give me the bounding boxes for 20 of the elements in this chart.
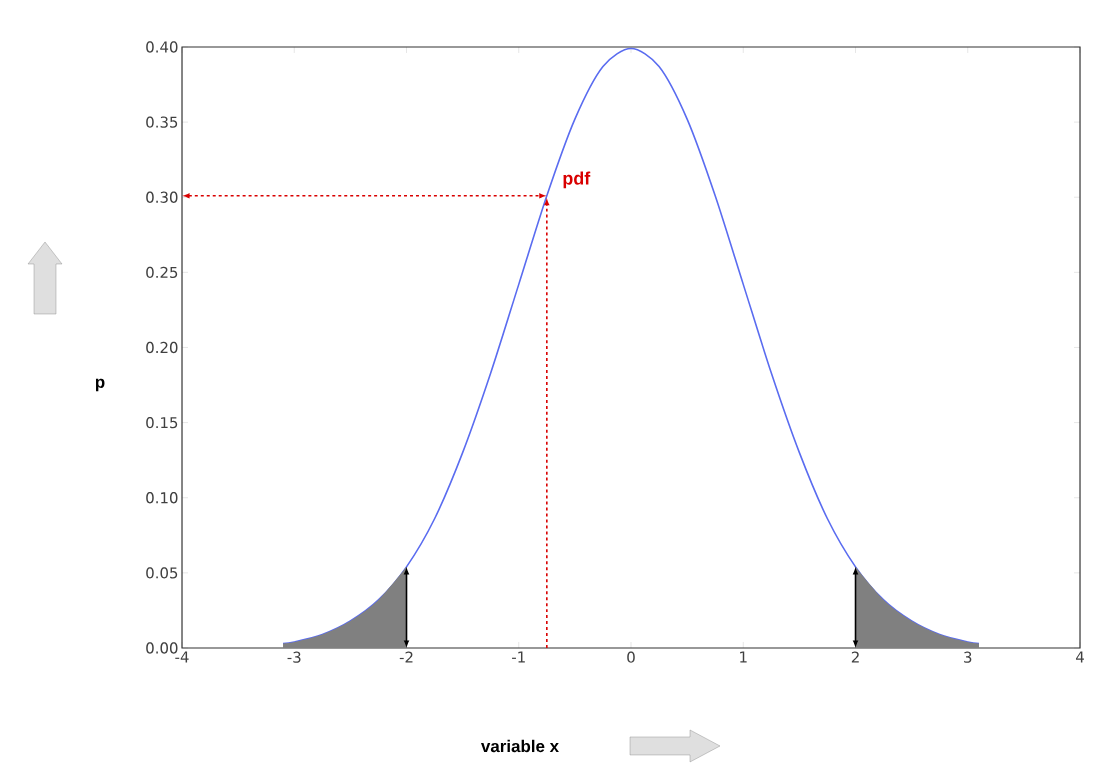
line-series [282,47,980,645]
y-tick-label: 0.20 [146,341,178,354]
y-axis-title: p [95,378,105,392]
y-tick-label: 0.35 [146,116,178,128]
x-tick-label: 3 [964,651,972,663]
x-tick-label: -2 [399,651,413,663]
x-tick-label: 2 [851,651,859,663]
x-tick-label: -3 [287,651,301,663]
y-tick-label: 0.25 [146,266,178,279]
x-tick-label: 4 [1075,651,1084,663]
annotation: pdf [563,171,591,189]
y-tick-label: 0.10 [146,492,178,504]
y-tick-label: 0.05 [146,567,178,579]
y-tick-label: 0.15 [146,416,178,429]
x-tick-label: 1 [740,651,747,663]
x-tick-label: 0 [627,651,635,663]
x-tick-label: -1 [512,651,525,663]
y-tick-label: 0.30 [146,191,178,203]
x-axis-title: variable x [480,739,559,753]
y-tick-label: 0.40 [146,41,178,53]
